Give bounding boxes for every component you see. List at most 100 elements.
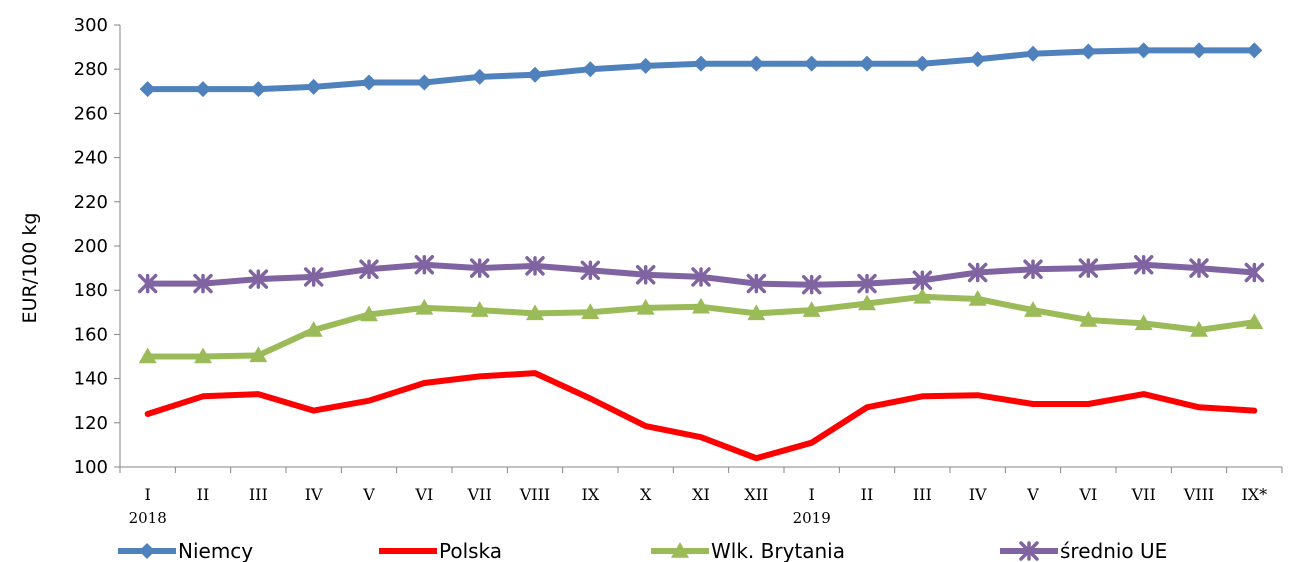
data-point-średnio-ue — [303, 267, 324, 287]
x-tick-label: IX* — [1241, 485, 1267, 504]
data-point-niemcy — [139, 81, 156, 98]
data-point-średnio-ue — [1133, 255, 1154, 275]
y-tick-label: 240 — [74, 148, 108, 169]
data-point-średnio-ue — [1078, 258, 1099, 278]
data-point-wlk-brytania — [913, 287, 932, 304]
y-tick-label: 260 — [74, 103, 108, 124]
data-point-średnio-ue — [635, 264, 656, 285]
data-point-niemcy — [1080, 43, 1097, 60]
x-tick-label: III — [249, 485, 268, 504]
data-point-niemcy — [305, 78, 322, 95]
x-tick-label: IV — [305, 485, 323, 504]
data-point-średnio-ue — [414, 255, 435, 275]
data-point-niemcy — [582, 61, 599, 78]
data-point-średnio-ue — [967, 262, 988, 283]
x-tick-label: III — [913, 485, 932, 504]
x-tick-label: IV — [969, 485, 987, 504]
data-point-średnio-ue — [1189, 258, 1209, 278]
x-tick-label: VIII — [519, 485, 551, 504]
data-point-średnio-ue — [137, 273, 158, 294]
legend-marker — [1019, 541, 1039, 561]
data-point-wlk-brytania — [692, 297, 710, 314]
x-tick-label: V — [362, 485, 375, 504]
y-tick-label: 100 — [74, 457, 108, 478]
y-tick-label: 160 — [74, 324, 108, 345]
x-tick-label: XI — [692, 485, 710, 504]
legend: Niemcy Polska Wlk. Brytania średnio UE — [118, 539, 1167, 562]
x-tick-label: VII — [467, 485, 492, 504]
y-tick-label: 140 — [74, 369, 108, 390]
data-point-niemcy — [1246, 42, 1263, 59]
x-tick-label: VI — [414, 485, 433, 504]
data-point-niemcy — [914, 55, 931, 72]
legend-label: Polska — [439, 539, 502, 562]
data-point-wlk-brytania — [138, 347, 157, 364]
data-point-wlk-brytania — [415, 298, 434, 315]
series-line-polska — [144, 370, 1258, 462]
x-tick-label: XII — [744, 485, 768, 504]
data-point-średnio-ue — [857, 273, 877, 294]
data-point-niemcy — [748, 55, 765, 72]
data-point-średnio-ue — [359, 259, 379, 279]
y-tick-label: 120 — [74, 413, 108, 434]
data-point-niemcy — [969, 51, 986, 68]
data-point-niemcy — [195, 81, 211, 98]
data-point-niemcy — [416, 74, 433, 91]
data-point-wlk-brytania — [249, 346, 268, 363]
x-tick-label: II — [861, 485, 874, 504]
data-point-wlk-brytania — [1134, 314, 1153, 331]
x-tick-label: I — [809, 485, 815, 504]
data-point-wlk-brytania — [858, 294, 876, 311]
data-point-wlk-brytania — [526, 304, 544, 321]
y-tick-label: 180 — [74, 280, 108, 301]
x-tick-label: VIII — [1183, 485, 1215, 504]
data-point-wlk-brytania — [194, 347, 212, 364]
data-point-wlk-brytania — [802, 301, 821, 317]
data-point-średnio-ue — [469, 258, 490, 278]
data-point-średnio-ue — [691, 267, 711, 287]
legend-label: Wlk. Brytania — [711, 539, 845, 562]
y-tick-label: 220 — [74, 192, 108, 213]
legend-label: średnio UE — [1060, 539, 1167, 562]
data-point-średnio-ue — [746, 273, 767, 294]
data-point-wlk-brytania — [360, 305, 378, 322]
data-point-średnio-ue — [912, 270, 933, 291]
data-point-niemcy — [803, 55, 820, 72]
series-markers — [137, 42, 1265, 364]
y-axis-title: EUR/100 kg — [19, 213, 41, 324]
data-point-niemcy — [250, 81, 267, 98]
data-point-średnio-ue — [1023, 259, 1043, 279]
x-tick-label: II — [197, 485, 210, 504]
data-point-niemcy — [693, 55, 709, 72]
legend-item: Wlk. Brytania — [651, 539, 845, 562]
y-tick-label: 300 — [74, 15, 108, 36]
data-point-wlk-brytania — [1190, 320, 1208, 337]
data-point-wlk-brytania — [747, 304, 766, 321]
y-tick-label: 200 — [74, 236, 108, 257]
x-tick-label: V — [1026, 485, 1039, 504]
x-tick-label: VII — [1131, 485, 1156, 504]
data-point-wlk-brytania — [968, 290, 987, 306]
data-point-wlk-brytania — [636, 298, 655, 315]
legend-marker — [671, 542, 689, 558]
data-point-wlk-brytania — [1024, 301, 1042, 317]
data-point-niemcy — [361, 74, 377, 91]
data-point-niemcy — [471, 68, 488, 85]
data-point-wlk-brytania — [470, 301, 489, 317]
data-point-wlk-brytania — [1079, 311, 1098, 327]
x-tick-label: I — [145, 485, 151, 504]
data-point-niemcy — [1025, 45, 1041, 62]
data-point-niemcy — [859, 55, 875, 72]
data-point-średnio-ue — [248, 269, 269, 289]
x-tick-label: X — [640, 485, 652, 504]
data-point-wlk-brytania — [581, 303, 600, 320]
x-tick-label: IX — [581, 485, 599, 504]
data-point-średnio-ue — [1244, 262, 1265, 283]
data-point-wlk-brytania — [304, 320, 323, 337]
data-point-średnio-ue — [193, 273, 213, 294]
data-point-średnio-ue — [801, 274, 822, 295]
year-label: 2018 — [129, 509, 167, 527]
data-point-niemcy — [527, 66, 543, 83]
